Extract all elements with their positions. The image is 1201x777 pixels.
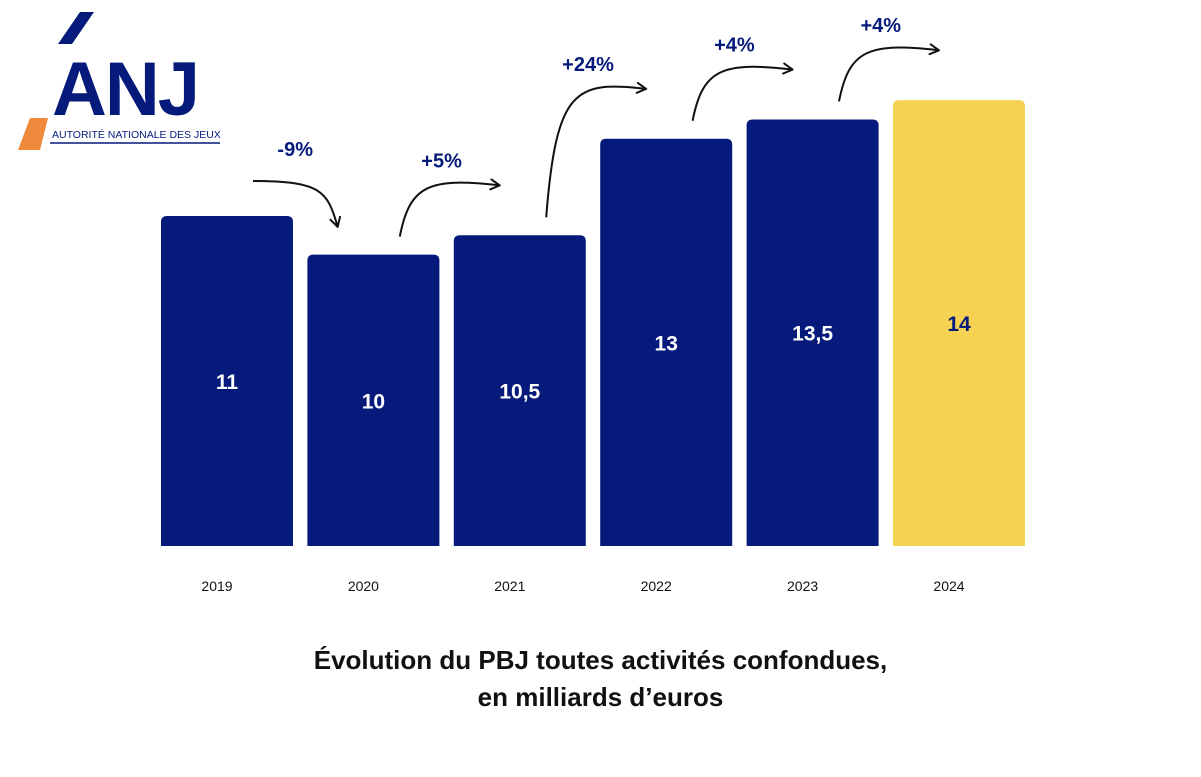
logo-subtitle: AUTORITÉ NATIONALE DES JEUX — [52, 128, 221, 141]
bar-value-label-2020: 10 — [362, 390, 385, 413]
change-label-2023-2024: +4% — [861, 15, 902, 37]
bar-2024 — [893, 100, 1025, 547]
bar-value-label-2024: 14 — [947, 313, 971, 336]
bar-value-label-2023: 13,5 — [792, 323, 833, 346]
change-label-2022-2023: +4% — [714, 34, 755, 56]
bar-2023 — [746, 119, 879, 546]
x-tick-label-2023: 2023 — [787, 578, 818, 594]
x-tick-label-2024: 2024 — [933, 578, 964, 594]
change-label-2020-2021: +5% — [421, 150, 462, 172]
bar-value-label-2022: 13 — [655, 332, 678, 355]
chart-caption: Évolution du PBJ toutes activités confon… — [0, 642, 1201, 716]
bar-2022 — [600, 138, 733, 546]
logo-wordmark: ANJ — [52, 47, 198, 132]
x-tick-label-2019: 2019 — [201, 578, 232, 594]
caption-line-1: Évolution du PBJ toutes activités confon… — [313, 645, 888, 675]
logo-orange-accent — [18, 118, 48, 150]
change-label-2019-2020: -9% — [277, 139, 313, 161]
caption-line-2: en milliards d’euros — [477, 682, 724, 712]
bar-value-label-2019: 11 — [216, 371, 239, 394]
x-tick-label-2022: 2022 — [641, 578, 672, 594]
bar-2020 — [307, 254, 440, 546]
anj-logo: ANJ AUTORITÉ NATIONALE DES JEUX — [18, 12, 221, 150]
bar-2019 — [161, 215, 293, 546]
bar-value-label-2021: 10,5 — [499, 381, 540, 404]
change-arrow-2021-2022 — [545, 81, 648, 218]
bar-2021 — [453, 235, 586, 546]
change-arrow-2022-2023 — [691, 62, 794, 121]
change-arrow-2023-2024 — [838, 43, 940, 102]
change-label-2021-2022: +24% — [562, 54, 614, 76]
x-tick-label-2020: 2020 — [348, 578, 379, 594]
change-arrow-2020-2021 — [398, 178, 501, 237]
logo-accent-mark — [58, 12, 94, 44]
x-tick-label-2021: 2021 — [494, 578, 525, 594]
change-arrow-2019-2020 — [252, 179, 342, 228]
